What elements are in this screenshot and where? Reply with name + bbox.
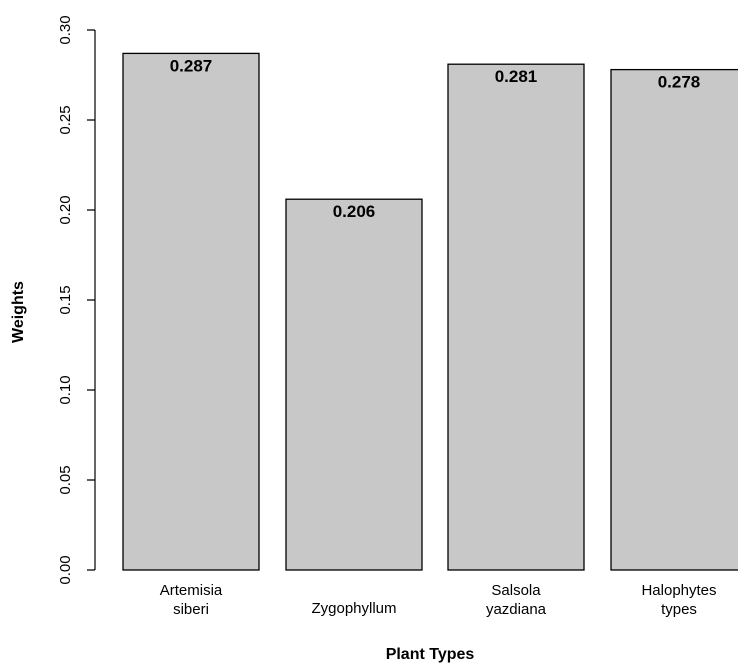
- y-tick-label: 0.10: [57, 375, 74, 404]
- y-tick-label: 0.00: [57, 555, 74, 584]
- bar-value-label: 0.281: [495, 67, 538, 86]
- x-category-labels: Artemisia siberi Zygophyllum Salsola yazdian…: [160, 582, 717, 618]
- x-category-label: Halophytes: [641, 582, 716, 599]
- y-axis: 0.00 0.05 0.10 0.15 0.20 0.25 0.30: [57, 15, 96, 585]
- x-category-label: Artemisia: [160, 582, 223, 599]
- bar-value-label: 0.287: [170, 56, 213, 75]
- x-category-label: siberi: [173, 601, 209, 618]
- y-ticks: 0.00 0.05 0.10 0.15 0.20 0.25 0.30: [57, 15, 74, 584]
- bar: [285, 198, 423, 571]
- y-tick-label: 0.30: [57, 15, 74, 44]
- y-axis-title: Weights: [10, 281, 27, 343]
- bars: 0.287 0.206 0.281 0.278: [122, 52, 738, 571]
- y-tick-label: 0.15: [57, 285, 74, 314]
- bar: [447, 63, 585, 571]
- x-category-label: types: [661, 601, 697, 618]
- y-axis-line: [87, 29, 96, 571]
- x-category-label: Salsola: [491, 582, 541, 599]
- x-category-label: yazdiana: [486, 601, 547, 618]
- bar: [122, 52, 260, 571]
- x-axis-title: Plant Types: [386, 646, 475, 663]
- x-category-label: Zygophyllum: [311, 600, 396, 617]
- bar: [610, 68, 738, 571]
- bar-value-label: 0.206: [333, 202, 376, 221]
- y-tick-label: 0.20: [57, 195, 74, 224]
- y-tick-label: 0.05: [57, 465, 74, 494]
- bar-value-label: 0.278: [658, 73, 701, 92]
- y-tick-label: 0.25: [57, 105, 74, 134]
